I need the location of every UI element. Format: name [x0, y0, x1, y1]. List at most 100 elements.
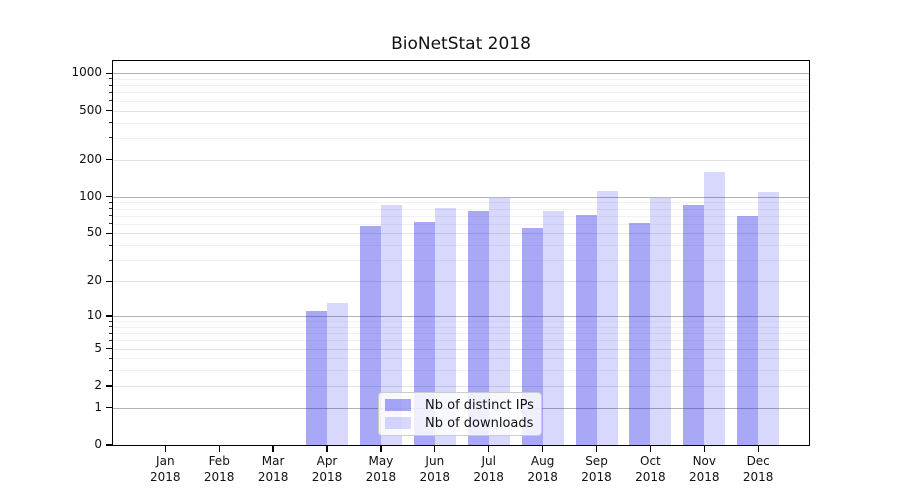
y-minor-tick-mark — [109, 215, 113, 217]
bar-distinct-ips — [521, 228, 543, 445]
y-minor-tick-mark — [109, 201, 113, 203]
grid-line-minor — [113, 215, 809, 217]
y-tick-label: 0 — [94, 437, 102, 451]
y-tick-mark — [106, 347, 113, 350]
legend-label-downloads: Nb of downloads — [425, 415, 534, 431]
grid-line-minor — [113, 208, 809, 210]
bar-downloads — [327, 303, 348, 445]
grid-line-minor — [113, 202, 809, 204]
grid-line-minor — [113, 100, 809, 102]
y-minor-tick-mark — [109, 78, 113, 80]
grid-line — [113, 385, 809, 387]
y-minor-tick-mark — [109, 122, 113, 123]
y-minor-tick-mark — [109, 84, 113, 86]
grid-line — [113, 73, 809, 75]
y-minor-tick-mark — [109, 100, 113, 102]
x-tick-label: Aug 2018 — [527, 454, 558, 484]
y-minor-tick-mark — [109, 244, 113, 246]
y-tick-label: 2 — [94, 377, 102, 392]
x-tick-mark — [326, 446, 328, 452]
legend-label-distinct-ips: Nb of distinct IPs — [425, 397, 534, 413]
y-minor-tick-mark — [109, 223, 113, 225]
x-tick-label: Jan 2018 — [150, 454, 181, 484]
grid-line-minor — [113, 92, 809, 94]
bar-distinct-ips — [575, 214, 597, 445]
x-tick-label: Sep 2018 — [581, 454, 612, 484]
x-tick-mark — [595, 446, 598, 452]
x-tick-mark — [380, 446, 382, 452]
grid-line-minor — [113, 260, 809, 262]
grid-line-minor — [113, 358, 809, 360]
y-tick-mark — [106, 72, 113, 74]
grid-line — [113, 281, 809, 283]
bar-distinct-ips — [737, 215, 759, 445]
grid-line — [113, 159, 809, 161]
x-tick-label: Dec 2018 — [742, 454, 774, 484]
x-tick-label: Feb 2018 — [203, 454, 235, 484]
bar-distinct-ips — [306, 311, 327, 445]
bar-distinct-ips — [413, 222, 435, 445]
y-tick-mark — [106, 232, 113, 235]
x-tick-mark — [488, 446, 490, 452]
x-tick-mark — [272, 446, 274, 452]
x-tick-mark — [434, 446, 436, 452]
x-tick-label: Mar 2018 — [257, 454, 289, 484]
grid-line-minor — [113, 340, 809, 342]
y-tick-label: 5 — [94, 340, 102, 355]
bar-distinct-ips — [629, 222, 651, 445]
grid-line-minor — [113, 370, 809, 372]
y-tick-label: 10 — [86, 308, 102, 322]
y-minor-tick-mark — [109, 326, 113, 328]
y-tick-mark — [106, 109, 113, 112]
bar-distinct-ips — [467, 211, 489, 445]
x-tick-mark — [218, 446, 220, 452]
grid-line — [113, 110, 809, 112]
legend-swatch-distinct-ips-icon — [385, 399, 411, 411]
legend-row-downloads: Nb of downloads — [385, 415, 535, 431]
grid-line-minor — [113, 223, 809, 225]
legend-row-distinct-ips: Nb of distinct IPs — [385, 397, 535, 413]
grid-line — [113, 233, 809, 235]
grid-line-minor — [113, 85, 809, 87]
y-tick-label: 1000 — [71, 65, 102, 80]
y-tick-label: 100 — [79, 188, 102, 203]
bar-downloads — [434, 207, 456, 445]
x-tick-label: Jun 2018 — [419, 454, 451, 484]
bar-downloads — [542, 210, 564, 445]
y-tick-mark — [106, 315, 113, 317]
y-minor-tick-mark — [109, 339, 113, 341]
grid-line-minor — [113, 326, 809, 328]
y-minor-tick-mark — [109, 320, 113, 322]
y-minor-tick-mark — [109, 91, 113, 93]
grid-line — [113, 348, 809, 350]
y-tick-mark — [106, 385, 113, 387]
x-tick-mark — [164, 446, 166, 452]
y-minor-tick-mark — [109, 332, 113, 334]
y-minor-tick-mark — [109, 357, 113, 359]
grid-line-minor — [113, 137, 809, 139]
y-tick-mark — [106, 196, 113, 198]
y-tick-label: 50 — [86, 225, 102, 240]
legend-swatch-downloads-icon — [385, 417, 411, 429]
grid-line — [113, 196, 809, 198]
chart-title: BioNetStat 2018 — [391, 34, 531, 54]
bar-distinct-ips — [683, 204, 705, 445]
x-tick-label: Apr 2018 — [311, 454, 343, 484]
legend: Nb of distinct IPs Nb of downloads — [378, 392, 542, 436]
plot-area: Nb of distinct IPs Nb of downloads — [112, 60, 810, 446]
y-tick-mark — [106, 280, 113, 282]
grid-line-minor — [113, 78, 809, 80]
x-tick-label: Oct 2018 — [635, 454, 666, 484]
bar-downloads — [380, 204, 402, 445]
y-tick-label: 20 — [86, 273, 102, 288]
grid-line — [113, 316, 809, 317]
grid-line-minor — [113, 245, 809, 247]
grid-line-minor — [113, 122, 809, 124]
x-tick-mark — [541, 446, 544, 452]
x-tick-mark — [703, 446, 705, 452]
grid-line-minor — [113, 333, 809, 335]
bar-downloads — [704, 171, 726, 445]
y-tick-mark — [106, 158, 113, 161]
bar-distinct-ips — [359, 225, 381, 445]
